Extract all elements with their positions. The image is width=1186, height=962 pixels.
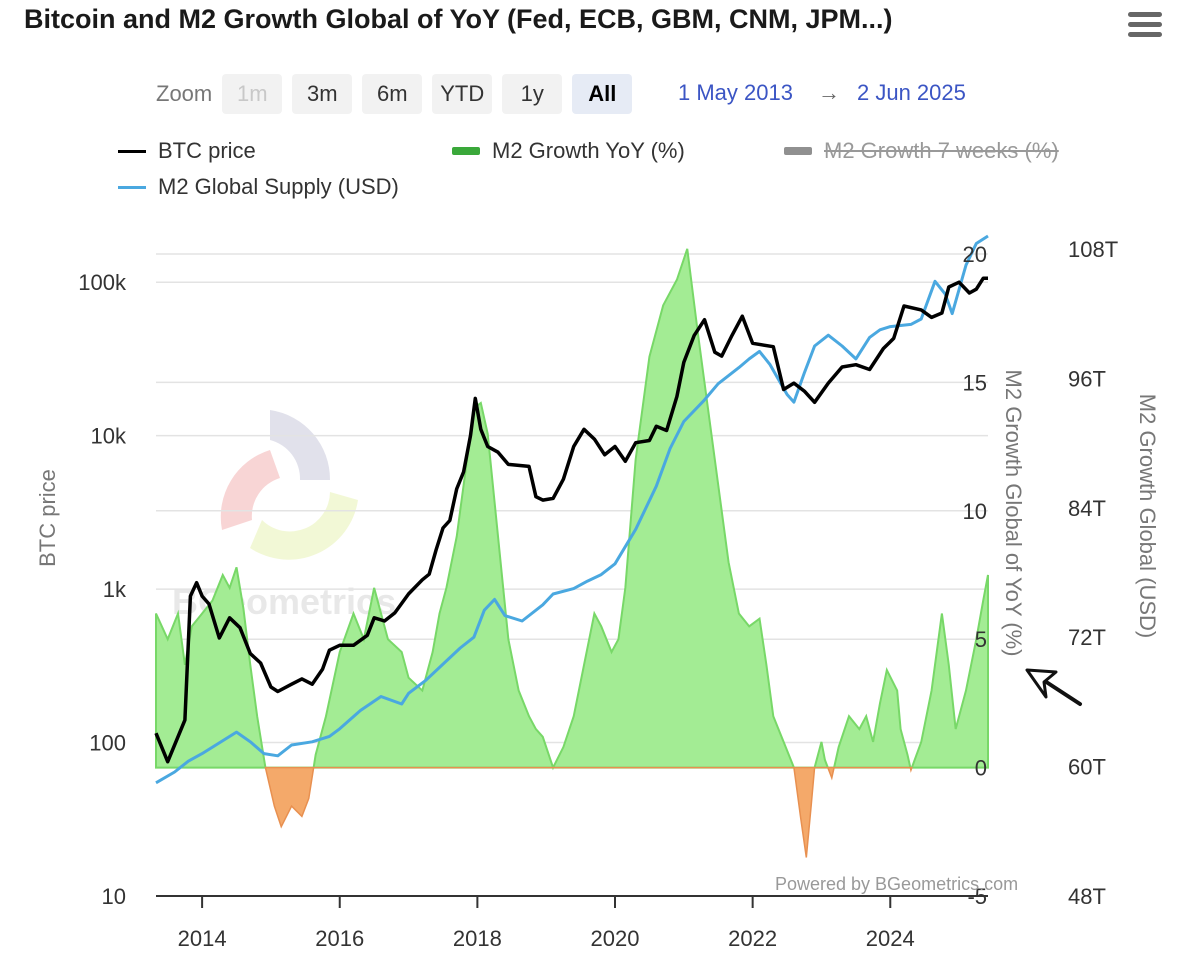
y-growth-tick-label: -5 <box>967 884 987 909</box>
btc-price-line <box>154 276 988 764</box>
chart-title: Bitcoin and M2 Growth Global of YoY (Fed… <box>24 4 893 34</box>
y-growth-tick-label: 20 <box>963 242 987 267</box>
x-tick-label: 2018 <box>453 926 502 951</box>
y-left-tick-label: 10 <box>102 884 126 909</box>
y-supply-tick-label: 48T <box>1068 884 1106 909</box>
y-left-tick-label: 100k <box>78 270 127 295</box>
range-arrow-icon: → <box>818 80 840 105</box>
y-supply-tick-label: 84T <box>1068 496 1106 521</box>
range-from-input[interactable]: 1 May 2013 <box>678 80 793 105</box>
legend-label: M2 Growth YoY (%) <box>492 138 685 163</box>
legend-item-m2-global-supply[interactable]: M2 Global Supply (USD) <box>118 174 399 200</box>
zoom-button-1y[interactable]: 1y <box>502 74 563 114</box>
hamburger-menu-icon[interactable] <box>1128 12 1162 40</box>
x-tick-label: 2024 <box>866 926 915 951</box>
y-supply-tick-label: 60T <box>1068 755 1106 780</box>
y-growth-axis-title: M2 Growth Global of YoY (%) <box>1001 370 1026 657</box>
x-tick-label: 2022 <box>728 926 777 951</box>
legend-label: M2 Global Supply (USD) <box>158 174 399 199</box>
y-supply-tick-label: 72T <box>1068 625 1106 650</box>
zoom-controls: Zoom 1m 3m 6m YTD 1y All <box>156 73 642 115</box>
x-tick-label: 2016 <box>315 926 364 951</box>
legend-item-btc-price[interactable]: BTC price <box>118 138 256 164</box>
y-growth-tick-label: 0 <box>975 756 987 781</box>
zoom-label: Zoom <box>156 81 213 106</box>
legend-label: BTC price <box>158 138 256 163</box>
arrow-pointer-icon <box>1025 668 1082 706</box>
zoom-button-3m[interactable]: 3m <box>292 74 353 114</box>
y-supply-tick-label: 96T <box>1068 366 1106 391</box>
x-tick-label: 2020 <box>591 926 640 951</box>
legend-swatch <box>452 147 480 155</box>
y-left-tick-label: 1k <box>103 577 127 602</box>
credits-link[interactable]: Powered by BGeometrics.com <box>775 874 1018 894</box>
x-tick-label: 2014 <box>178 926 227 951</box>
legend-item-m2-growth-7-weeks[interactable]: M2 Growth 7 weeks (%) <box>784 138 1059 164</box>
legend-label: M2 Growth 7 weeks (%) <box>824 138 1059 163</box>
watermark-logo: BGeometrics <box>172 410 396 622</box>
legend-swatch <box>784 147 812 155</box>
legend-item-m2-growth-yoy[interactable]: M2 Growth YoY (%) <box>452 138 685 164</box>
y-left-axis-title: BTC price <box>35 469 60 567</box>
zoom-button-1m[interactable]: 1m <box>222 74 283 114</box>
y-left-tick-label: 10k <box>91 424 127 449</box>
legend-swatch <box>118 185 146 189</box>
range-to-input[interactable]: 2 Jun 2025 <box>857 80 966 105</box>
m2-growth-negative-area <box>264 766 913 858</box>
m2-global-supply-line <box>155 234 989 785</box>
legend-swatch <box>118 149 146 153</box>
y-supply-tick-label: 108T <box>1068 237 1118 262</box>
y-growth-tick-label: 10 <box>963 499 987 524</box>
zoom-button-6m[interactable]: 6m <box>362 74 423 114</box>
zoom-button-all[interactable]: All <box>572 74 633 114</box>
zoom-button-ytd[interactable]: YTD <box>432 74 493 114</box>
y-growth-tick-label: 15 <box>963 370 987 395</box>
y-growth-tick-label: 5 <box>975 627 987 652</box>
y-left-tick-label: 100 <box>89 731 126 756</box>
y-supply-axis-title: M2 Growth Global (USD) <box>1135 394 1160 639</box>
